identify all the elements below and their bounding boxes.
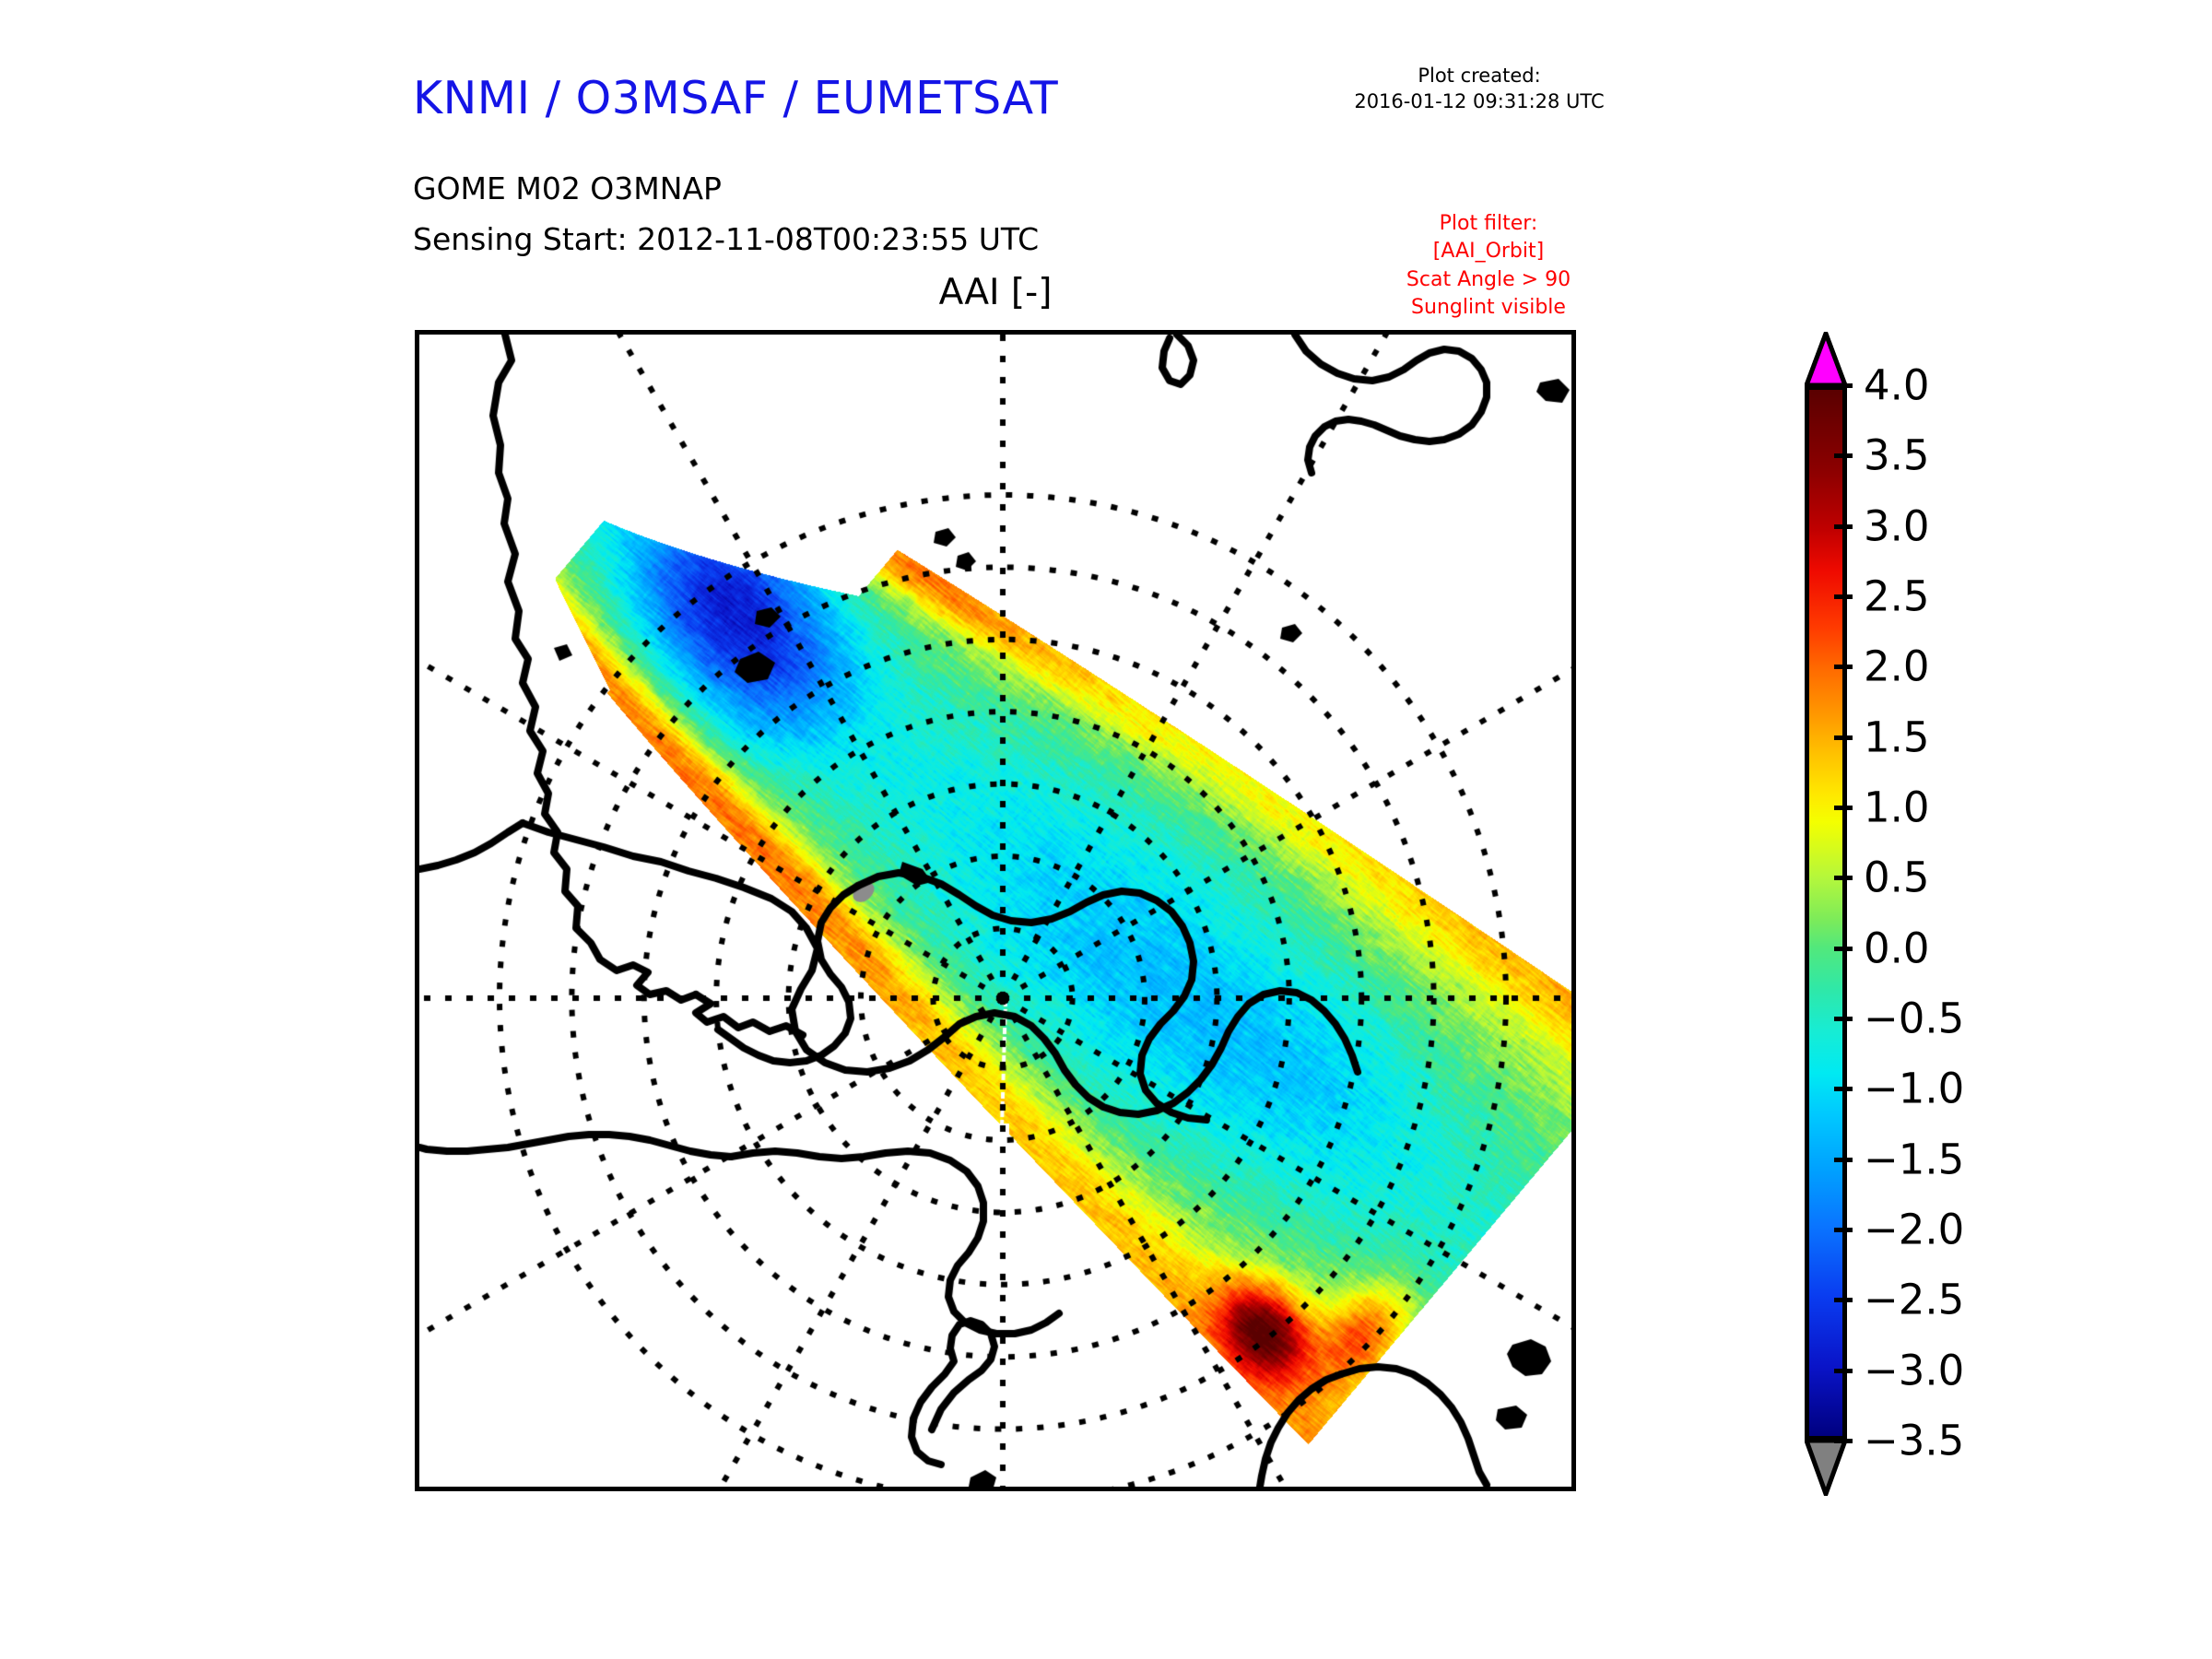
colorbar-tick: [1834, 594, 1853, 599]
colorbar-tick-label: −1.0: [1864, 1064, 1965, 1113]
map-plot-area: [415, 330, 1576, 1491]
colorbar-group: 4.0 3.5 3.0 2.5 2.0 1.5 1.0 0.5 0.0 −0.5 −1.0 −1.5 −…: [1797, 328, 2194, 1499]
colorbar-bar: [1805, 385, 1847, 1441]
plot-filter-scat: Scat Angle > 90: [1406, 267, 1571, 291]
colorbar-tick-label: 1.5: [1864, 712, 1930, 762]
colorbar-tick-label: 0.5: [1864, 853, 1930, 902]
colorbar-tick-label: 3.0: [1864, 501, 1930, 551]
polar-map-canvas: [419, 335, 1571, 1487]
colorbar-tick: [1834, 524, 1853, 529]
colorbar-over-arrow: [1805, 332, 1847, 387]
colorbar-tick-label: 0.0: [1864, 924, 1930, 973]
organization-title: KNMI / O3MSAF / EUMETSAT: [413, 72, 1059, 124]
colorbar-tick: [1834, 806, 1853, 810]
colorbar-tick-label: 1.0: [1864, 782, 1930, 832]
colorbar-tick-label: −2.5: [1864, 1275, 1965, 1324]
sensing-start: Sensing Start: 2012-11-08T00:23:55 UTC: [413, 221, 1040, 257]
colorbar-tick-label: 4.0: [1864, 360, 1930, 410]
colorbar-tick-label: −1.5: [1864, 1135, 1965, 1184]
colorbar-tick: [1834, 1017, 1853, 1021]
colorbar-tick: [1834, 1228, 1853, 1232]
colorbar-under-arrow: [1805, 1439, 1847, 1496]
plot-created-value: 2016-01-12 09:31:28 UTC: [1354, 90, 1605, 113]
plot-created-label: Plot created:: [1418, 65, 1541, 87]
colorbar-tick: [1834, 1087, 1853, 1092]
plot-filter-name: [AAI_Orbit]: [1432, 240, 1545, 264]
colorbar-tick-label: −0.5: [1864, 994, 1965, 1043]
colorbar-tick: [1834, 876, 1853, 881]
plot-title: AAI [-]: [938, 272, 1053, 313]
colorbar-tick: [1834, 946, 1853, 951]
colorbar-tick-label: 3.5: [1864, 430, 1930, 480]
colorbar-tick: [1834, 1157, 1853, 1162]
colorbar-tick: [1834, 1368, 1853, 1373]
colorbar-tick-label: −2.0: [1864, 1205, 1965, 1254]
colorbar-tick: [1834, 453, 1853, 459]
plot-created-block: Plot created: 2016-01-12 09:31:28 UTC: [1318, 63, 1641, 115]
plot-filter-block: Plot filter: [AAI_Orbit] Scat Angle > 90…: [1364, 210, 1613, 322]
colorbar-tick: [1834, 383, 1853, 388]
colorbar-tick-label: 2.5: [1864, 571, 1930, 621]
colorbar-tick-label: 2.0: [1864, 641, 1930, 691]
colorbar-tick: [1834, 665, 1853, 670]
plot-filter-label: Plot filter:: [1439, 212, 1538, 235]
plot-filter-sunglint: Sunglint visible: [1411, 296, 1566, 320]
colorbar-tick: [1834, 735, 1853, 740]
colorbar-tick-label: −3.5: [1864, 1416, 1965, 1465]
product-name: GOME M02 O3MNAP: [413, 171, 722, 206]
colorbar-tick: [1834, 1439, 1853, 1443]
colorbar-tick-label: −3.0: [1864, 1346, 1965, 1395]
colorbar-tick: [1834, 1298, 1853, 1303]
